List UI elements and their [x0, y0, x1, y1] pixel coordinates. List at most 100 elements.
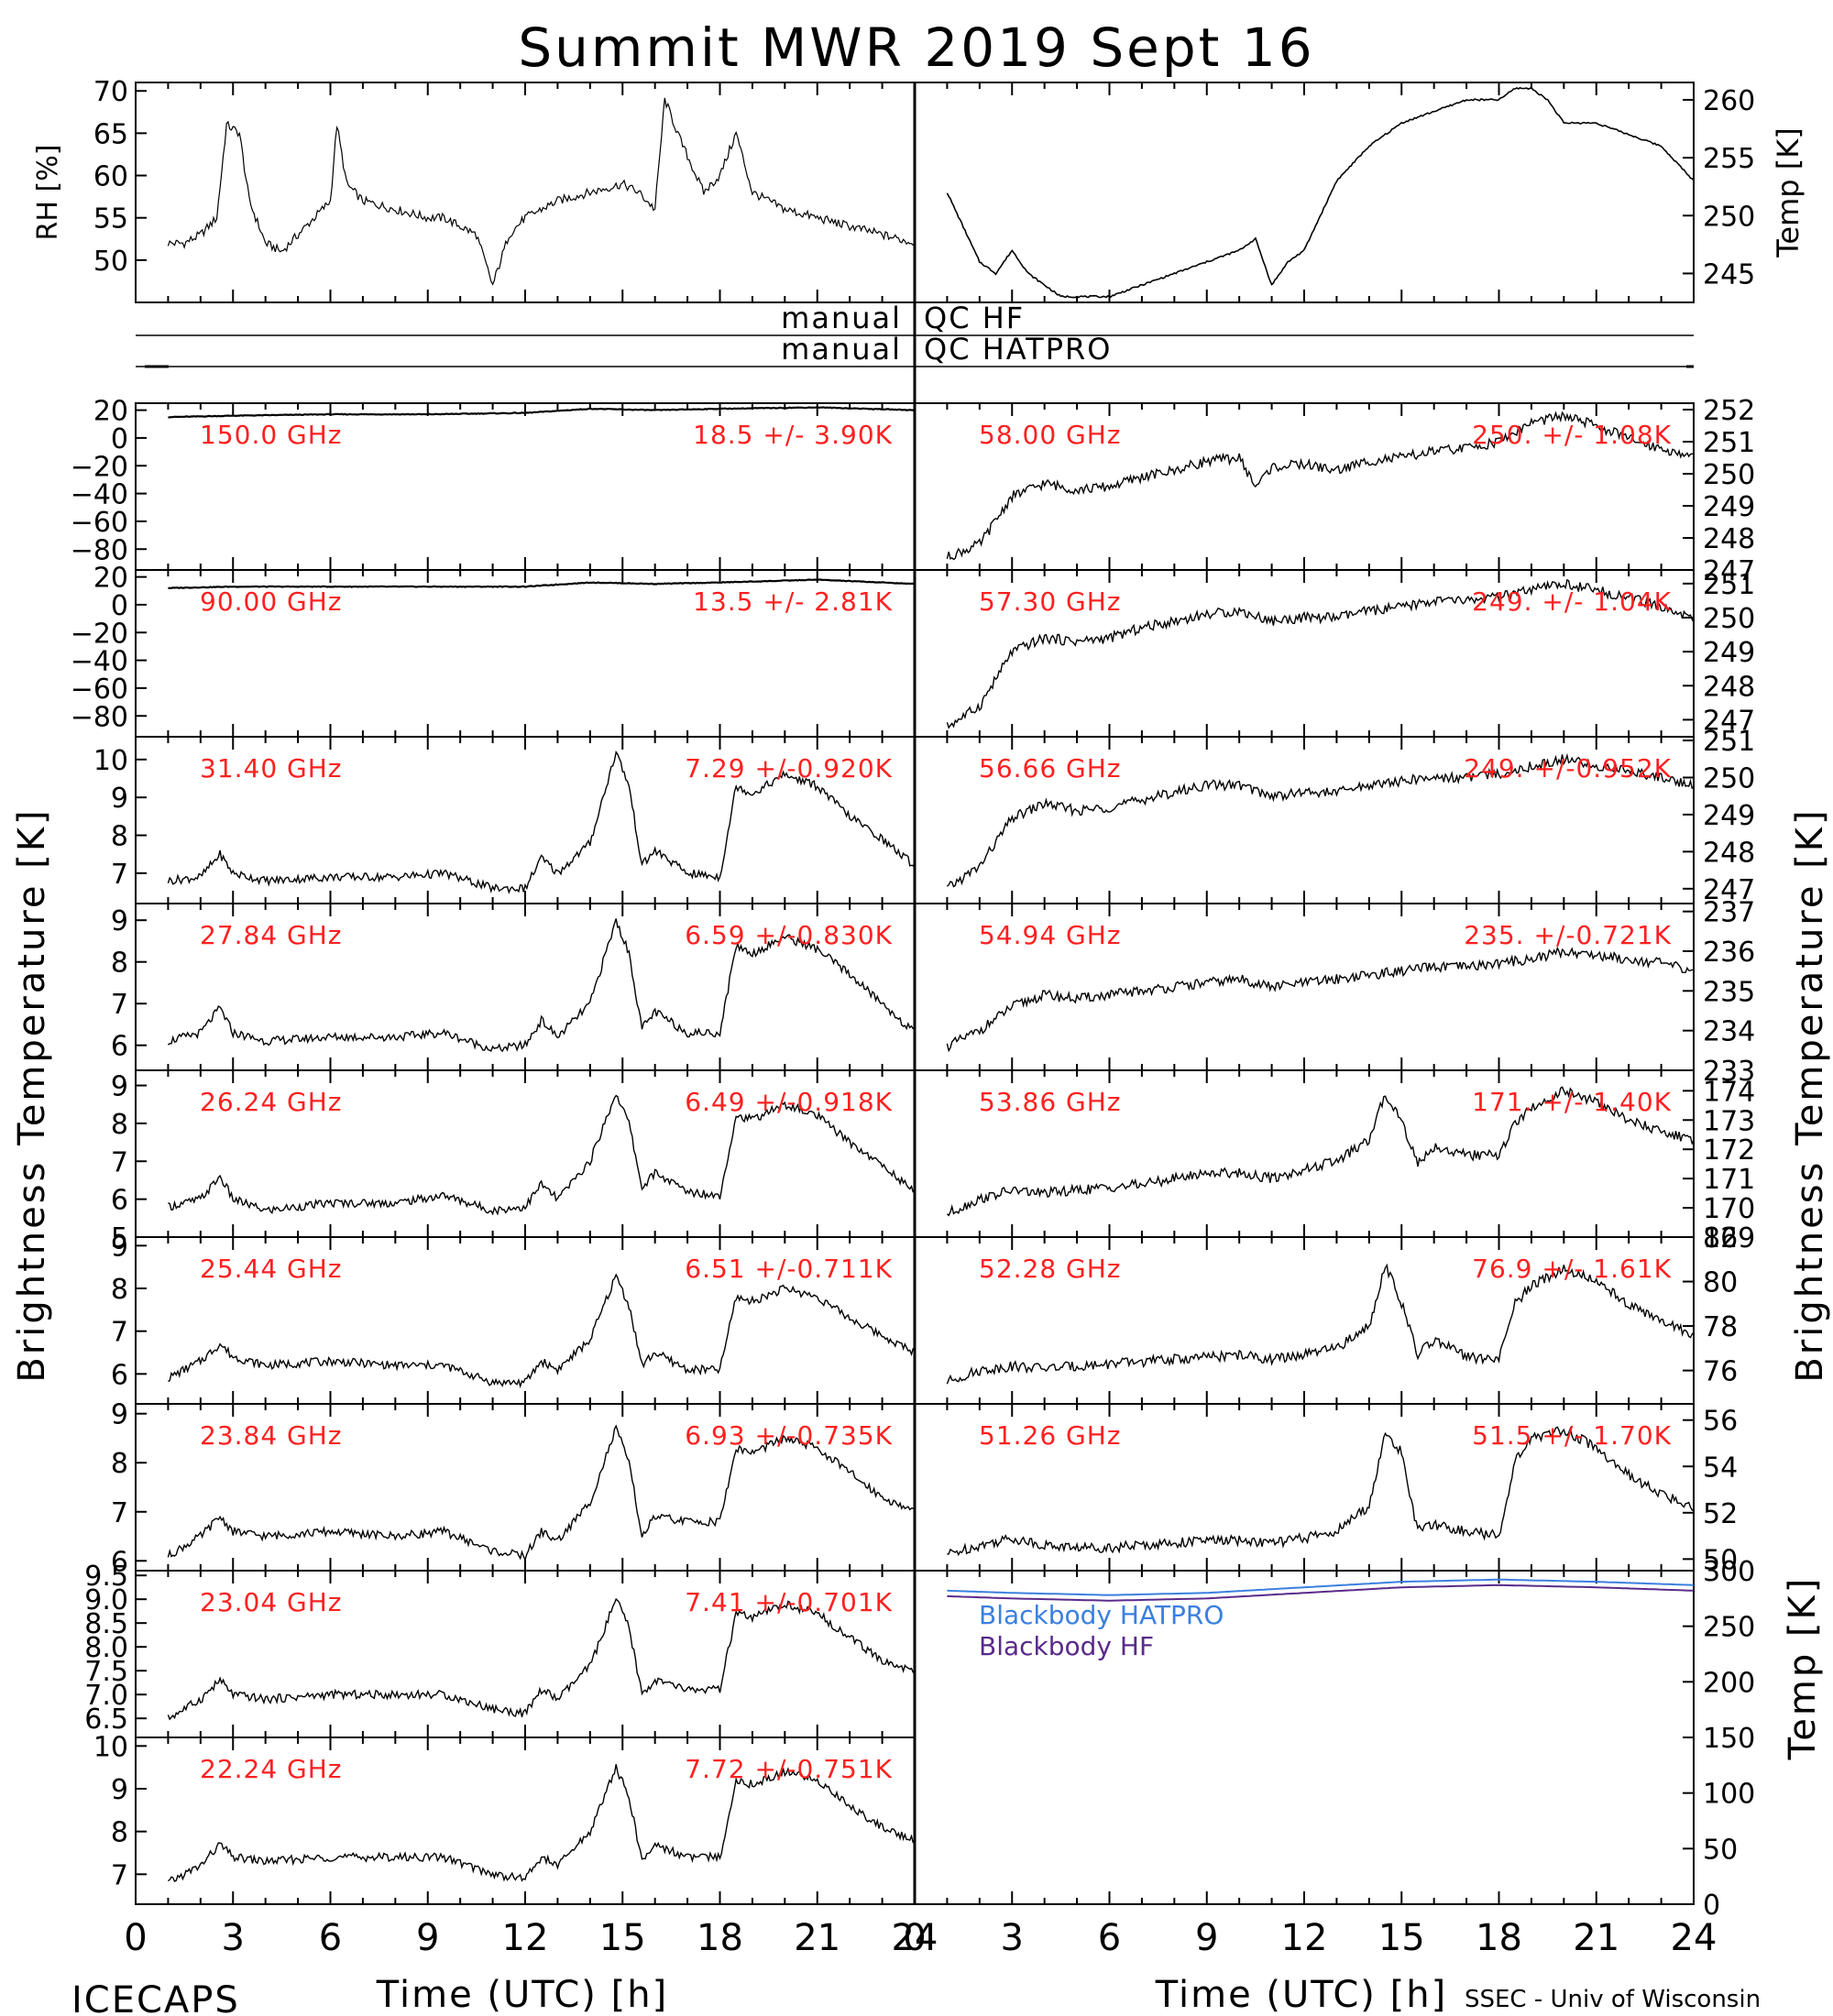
frequency-label: 58.00 GHz	[979, 420, 1122, 450]
y-tick-label: 251	[1703, 427, 1755, 459]
y-tick-label: 80	[1703, 1267, 1738, 1299]
y-tick-label: 7.0	[84, 1680, 128, 1712]
y-tick-label: 7	[111, 1317, 128, 1349]
frequency-label: 57.30 GHz	[979, 586, 1122, 617]
mean-std-label: 6.59 +/-0.830K	[685, 920, 893, 950]
data-series-line	[168, 1273, 916, 1389]
qc-name-label: QC HATPRO	[924, 332, 1112, 367]
mean-std-label: 249. +/-0.952K	[1464, 753, 1672, 783]
y-tick-label: 6	[111, 1185, 128, 1217]
panel-left-3: 7 8 9 10 31.40 GHz 7.29 +/-0.920K	[93, 736, 916, 904]
y-tick-label: −80	[71, 534, 128, 566]
mean-std-label: 7.41 +/-0.701K	[685, 1587, 893, 1617]
y-tick-label: 237	[1703, 897, 1755, 929]
y-tick-label: 5	[111, 1222, 128, 1255]
y-tick-label: 0	[1703, 1890, 1720, 1922]
x-tick-label-right: 9	[1195, 1917, 1218, 1959]
y-tick-label: 78	[1703, 1311, 1738, 1343]
y-tick-label: 9	[111, 1399, 128, 1431]
y-tick-label: 7	[111, 1146, 128, 1178]
x-tick-label-left: 3	[222, 1917, 245, 1959]
frequency-label: 53.86 GHz	[979, 1087, 1122, 1117]
x-tick-label-left: 21	[794, 1917, 840, 1959]
y-tick-label: 0	[111, 423, 128, 455]
y-tick-label: 9	[111, 1231, 128, 1263]
blackbody-series-line	[947, 1578, 1695, 1596]
panel-right-7: 50 52 54 56 51.26 GHz 51.5 +/- 1.70K	[914, 1403, 1738, 1576]
frequency-label: 56.66 GHz	[979, 753, 1122, 783]
panel-left-4: 6 7 8 9 27.84 GHz 6.59 +/-0.830K	[111, 903, 916, 1071]
y-tick-label: −60	[71, 507, 128, 539]
x-tick-label-right: 12	[1281, 1917, 1328, 1959]
y-tick-label: −80	[71, 701, 128, 733]
frequency-label: 90.00 GHz	[200, 586, 343, 617]
panel-left-5: 5 6 7 8 9 26.24 GHz 6.49 +/-0.918K	[111, 1069, 916, 1255]
x-tick-label-left: 18	[697, 1917, 743, 1959]
x-tick-label-right: 15	[1378, 1917, 1425, 1959]
y-tick-label: 173	[1703, 1105, 1755, 1137]
panel-frame	[914, 82, 1695, 303]
mean-std-label: 13.5 +/- 2.81K	[693, 586, 893, 617]
y-tick-label: 50	[1703, 1834, 1738, 1866]
x-tick-label-left: 9	[416, 1917, 439, 1959]
left-x-axis-title: Time (UTC) [h]	[376, 1974, 668, 2016]
y-tick-label: 250	[1703, 459, 1755, 491]
y-tick-label: 300	[1703, 1556, 1755, 1588]
y-tick-label: 20	[93, 563, 128, 595]
y-tick-label: 76	[1703, 1356, 1738, 1388]
y-tick-label: 8.5	[84, 1608, 128, 1640]
panel-left-8: 6.57.07.58.08.59.09.5 23.04 GHz 7.41 +/-0.…	[84, 1561, 916, 1738]
mean-std-label: 7.72 +/-0.751K	[685, 1754, 893, 1784]
panel-right-0: 245 250 255 260 Temp [K]	[914, 82, 1806, 303]
y-tick-label: 6	[111, 1546, 128, 1578]
mean-std-label: 235. +/-0.721K	[1464, 920, 1672, 950]
y-tick-label: 55	[93, 203, 128, 236]
frequency-label: 27.84 GHz	[200, 920, 343, 950]
x-tick-label-right: 3	[1001, 1917, 1024, 1959]
x-tick-label-right: 6	[1098, 1917, 1121, 1959]
panel-right-4: 233 234 235 236 237 54.94 GHz 235. +/-0.721K	[914, 897, 1755, 1088]
y-tick-label: 251	[1703, 569, 1755, 601]
frequency-label: 26.24 GHz	[200, 1087, 343, 1117]
mean-std-label: 7.29 +/-0.920K	[685, 753, 893, 783]
data-series-line	[168, 1094, 916, 1216]
y-tick-label: 100	[1703, 1779, 1755, 1811]
panel-left-2: 200−20−40−60−80 90.00 GHz 13.5 +/- 2.81K	[71, 563, 916, 738]
y-tick-label: 249	[1703, 800, 1755, 832]
temp-y-axis-label: Temp [K]	[1771, 127, 1806, 257]
x-tick-label-left: 0	[124, 1917, 147, 1959]
y-tick-label: 169	[1703, 1222, 1755, 1255]
y-tick-label: 10	[93, 1731, 128, 1763]
frequency-label: 25.44 GHz	[200, 1254, 343, 1284]
x-tick-label-left: 12	[502, 1917, 549, 1959]
panel-left-1: 200−20−40−60−80 150.0 GHz 18.5 +/- 3.90K	[71, 396, 916, 571]
y-tick-label: 7	[111, 859, 128, 891]
y-tick-label: 248	[1703, 523, 1755, 555]
legend-entry: Blackbody HF	[979, 1631, 1154, 1661]
y-tick-label: 250	[1703, 201, 1755, 233]
y-tick-label: 9	[111, 1071, 128, 1103]
y-tick-label: 9	[111, 905, 128, 937]
frequency-label: 22.24 GHz	[200, 1754, 343, 1784]
x-tick-label-left: 6	[319, 1917, 342, 1959]
x-tick-label-right: 0	[903, 1917, 926, 1959]
y-tick-label: 171	[1703, 1164, 1755, 1196]
panel-left-9: 7 8 9 10 22.24 GHz 7.72 +/-0.751K	[93, 1731, 916, 1905]
y-tick-label: 234	[1703, 1016, 1755, 1048]
data-series-line	[167, 1597, 916, 1721]
frequency-label: 31.40 GHz	[200, 753, 343, 783]
qc-name-label: QC HF	[924, 301, 1025, 335]
mean-std-label: 6.51 +/-0.711K	[685, 1254, 893, 1284]
y-tick-label: 52	[1703, 1498, 1738, 1530]
y-tick-label: 6.5	[84, 1704, 128, 1736]
y-tick-label: 7.5	[84, 1656, 128, 1688]
y-tick-label: 6	[111, 1031, 128, 1063]
data-series-line	[946, 411, 1695, 561]
frequency-label: 52.28 GHz	[979, 1254, 1122, 1284]
left-y-axis-title: Brightness Temperature [K]	[11, 807, 53, 1382]
x-tick-label-right: 18	[1476, 1917, 1522, 1959]
y-tick-label: 56	[1703, 1406, 1738, 1438]
